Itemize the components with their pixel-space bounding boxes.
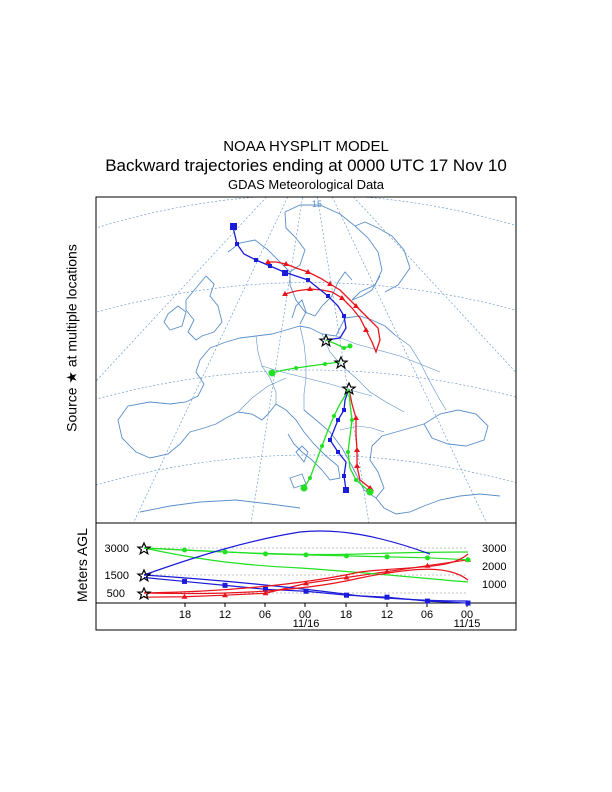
green-trajectory-north (325, 339, 351, 349)
green-markers (268, 343, 374, 496)
time-tick-label: 00 (461, 609, 473, 621)
time-axis-frame (95, 602, 517, 631)
source-star-2 (333, 355, 349, 370)
right-tick-3000: 3000 (482, 543, 506, 555)
left-tick-500: 500 (107, 588, 125, 600)
source-star-3 (341, 381, 357, 396)
green-height-line-3 (143, 547, 469, 556)
height-series-point (222, 582, 228, 588)
trajectory-title: Backward trajectories ending at 0000 UTC… (105, 156, 507, 175)
height-series-point (384, 594, 390, 600)
red-height-line-2 (143, 568, 469, 595)
right-tick-2000: 2000 (482, 561, 506, 573)
map-trajectories (232, 226, 381, 493)
height-extra-lines (143, 530, 469, 602)
time-tick-label: 18 (340, 609, 352, 621)
red-markers (265, 259, 374, 491)
red-height-line-3 (143, 553, 469, 594)
red-trajectory-north (268, 261, 381, 354)
date-label-1116: 11/16 (293, 618, 320, 630)
height-series-point (262, 590, 269, 596)
source-star-markers (318, 333, 357, 396)
time-ticks: 18 12 06 00 18 12 06 00 (179, 603, 473, 621)
map-panel: 15 (96, 197, 516, 523)
height-source-stars (136, 541, 152, 601)
height-series-point (182, 578, 187, 584)
red-trajectory-south (348, 388, 371, 489)
time-tick-label: 12 (381, 609, 393, 621)
time-tick-label: 00 (299, 609, 311, 621)
height-series-point (303, 580, 309, 586)
height-series-point (465, 557, 471, 563)
map-trajectory-markers (230, 223, 374, 496)
height-series-point (303, 588, 309, 594)
green-height-line-2 (143, 547, 469, 583)
height-series-point (344, 592, 349, 598)
left-tick-3000: 3000 (105, 543, 129, 555)
blue-height-line-2 (143, 574, 469, 602)
met-data-title: GDAS Meteorological Data (227, 177, 385, 192)
height-series-point (425, 598, 430, 604)
green-trajectory-south (303, 388, 350, 489)
blue-markers (230, 223, 349, 493)
height-series-point (425, 555, 430, 561)
height-series-point (384, 554, 390, 560)
source-star-1 (318, 333, 334, 348)
green-trajectory-southeast (347, 388, 371, 493)
left-tick-1500: 1500 (105, 570, 129, 582)
meridian-label: 15 (312, 199, 322, 209)
height-series-point (222, 592, 228, 598)
map-graticule (96, 197, 516, 523)
date-label-1115: 11/15 (454, 618, 481, 630)
time-tick-label: 18 (179, 609, 191, 621)
height-series-point (465, 600, 471, 606)
time-tick-label: 06 (421, 609, 433, 621)
time-tick-label: 06 (259, 609, 271, 621)
height-series (143, 547, 471, 606)
green-trajectory-west (271, 361, 341, 374)
blue-trajectory-south (329, 388, 350, 491)
blue-height-line-3 (143, 530, 431, 576)
model-title: NOAA HYSPLIT MODEL (223, 138, 389, 155)
height-series-point (181, 593, 188, 599)
map-coastlines (117, 204, 501, 515)
height-series-point (343, 574, 350, 580)
height-series-point (263, 586, 268, 592)
right-tick-1000: 1000 (482, 579, 506, 591)
time-tick-label: 12 (219, 609, 231, 621)
